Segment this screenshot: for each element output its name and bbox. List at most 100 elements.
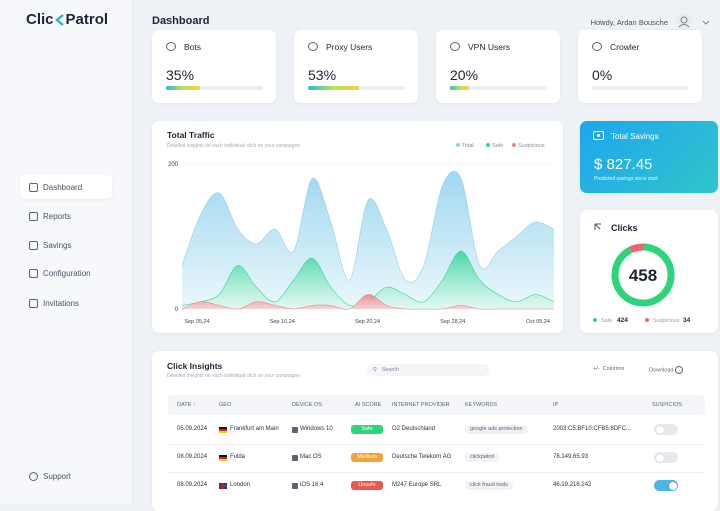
stat-value: 53%: [308, 67, 337, 83]
nav-icon: [29, 268, 38, 278]
x-tick-label: Sep 28,24: [440, 319, 465, 325]
os-icon: [292, 427, 298, 433]
column-header: SUSPICIOS: [652, 402, 682, 408]
keyword-tag: clickpatrol: [465, 453, 500, 462]
x-tick-label: Sep 10,24: [270, 319, 295, 325]
stat-title: VPN Users: [468, 42, 511, 52]
column-header: DEVICE OS: [292, 402, 322, 408]
nav-item[interactable]: Invitations: [20, 291, 112, 315]
nav-label: Reports: [43, 211, 72, 221]
search-icon: ⚲: [373, 367, 378, 373]
legend-dot: [512, 143, 516, 147]
stat-card: VPN Users 20%: [436, 30, 560, 103]
cell-date: 08.09.2024: [177, 482, 208, 488]
legend-label: Total: [462, 143, 474, 149]
savings-card: Total Savings $ 827.45 Predicted savings…: [580, 121, 718, 193]
nav-icon: [29, 298, 38, 308]
y-tick-label: 0: [175, 307, 179, 313]
area-fill: [182, 251, 554, 309]
stat-icon: [166, 42, 176, 51]
page-title: Dashboard: [152, 15, 210, 27]
row-divider: [168, 444, 705, 445]
legend-label: Suspicious: [518, 143, 545, 149]
logo-right: Patrol: [65, 11, 109, 28]
traffic-card: Total Traffic Detailed insights on each …: [152, 121, 563, 333]
x-tick-label: Sep 20,24: [355, 319, 380, 325]
savings-amount: $ 827.45: [594, 156, 653, 173]
suspicious-toggle[interactable]: [654, 424, 678, 435]
download-button[interactable]: Download: [649, 366, 683, 374]
row-divider: [168, 472, 705, 473]
search-placeholder: Search: [381, 367, 399, 373]
logo-icon: [54, 13, 64, 26]
nav-support[interactable]: Support: [20, 464, 112, 488]
legend-value: 34: [683, 317, 691, 324]
column-header: AI SCORE: [355, 402, 382, 408]
stat-track: [308, 86, 405, 90]
nav-item[interactable]: Configuration: [20, 261, 112, 285]
column-header: INTERNET PROVIDER: [392, 402, 450, 408]
legend-dot: [456, 143, 460, 147]
cell-geo: London: [230, 482, 251, 488]
stat-bar: [450, 86, 470, 90]
stat-bar: [166, 86, 200, 90]
icon: [29, 471, 38, 481]
cell-device: Windows 10: [300, 426, 333, 432]
user-menu[interactable]: [674, 12, 714, 32]
nav-icon: [29, 182, 38, 192]
stat-value: 0%: [592, 67, 613, 83]
insights-card: Click Insights Detailed insights on each…: [152, 351, 718, 511]
search-box[interactable]: ⚲ Search: [367, 364, 489, 376]
table-header: [168, 395, 705, 415]
cell-provider: Deutsche Telekom AG: [392, 454, 452, 460]
clicks-total: 458: [629, 266, 657, 285]
cell-ip: 46.19.216.242: [553, 482, 592, 488]
download-label: Download: [649, 367, 674, 374]
nav-item[interactable]: Reports: [20, 204, 112, 228]
x-tick-label: Sep 05,24: [184, 319, 209, 325]
clicks-card: Clicks 458 Safe 424 Suspicious 34: [580, 210, 718, 333]
os-icon: [292, 455, 298, 461]
cell-ip: 2003:C5:BF10:CFB5:8DFC...: [553, 426, 632, 432]
stat-track: [450, 86, 547, 90]
cell-ip: 78.149.65.93: [553, 454, 589, 460]
os-icon: [292, 483, 298, 489]
cell-provider: O2 Deutschland: [392, 426, 436, 432]
stat-track: [166, 86, 263, 90]
ai-badge: Medium: [351, 453, 383, 462]
stat-title: Proxy Users: [326, 42, 373, 52]
chart-subtitle: Detailed insights on each individual cli…: [167, 143, 300, 149]
sidebar: Clic Patrol Dashboard Reports Savings Confi…: [0, 0, 133, 504]
stat-track: [592, 86, 689, 90]
download-icon: [675, 366, 683, 374]
toggle-knob: [655, 425, 664, 434]
legend-dot: [645, 318, 649, 322]
flag: [219, 427, 227, 433]
insights-title: Click Insights: [167, 361, 223, 371]
stat-icon: [308, 42, 318, 51]
nav-icon: [29, 240, 38, 250]
column-header: GEO: [219, 402, 232, 408]
cell-geo: Frankfurt am Main: [230, 426, 279, 432]
toggle-knob: [655, 453, 664, 462]
legend-value: 424: [617, 317, 628, 324]
legend-dot: [486, 143, 490, 147]
toggle-knob: [668, 481, 677, 490]
savings-note: Predicted savings since start: [594, 176, 658, 182]
suspicious-toggle[interactable]: [654, 480, 678, 491]
cell-date: 05.09.2024: [177, 426, 208, 432]
stat-value: 35%: [166, 67, 195, 83]
columns-button[interactable]: +/- Columns: [593, 366, 625, 372]
cell-device: Mac OS: [300, 454, 322, 460]
nav-icon: [29, 211, 38, 221]
column-header: IP: [553, 402, 559, 408]
legend-label: Safe: [492, 143, 503, 149]
x-tick-label: Oct 05,24: [526, 319, 550, 325]
nav-item[interactable]: Dashboard: [20, 175, 112, 199]
keyword-tag: click fraud tools: [465, 481, 513, 490]
legend-dot: [593, 318, 597, 322]
logo[interactable]: Clic Patrol: [26, 11, 108, 28]
suspicious-toggle[interactable]: [654, 452, 678, 463]
nav-label: Configuration: [43, 268, 91, 278]
nav-item[interactable]: Savings: [20, 233, 112, 257]
